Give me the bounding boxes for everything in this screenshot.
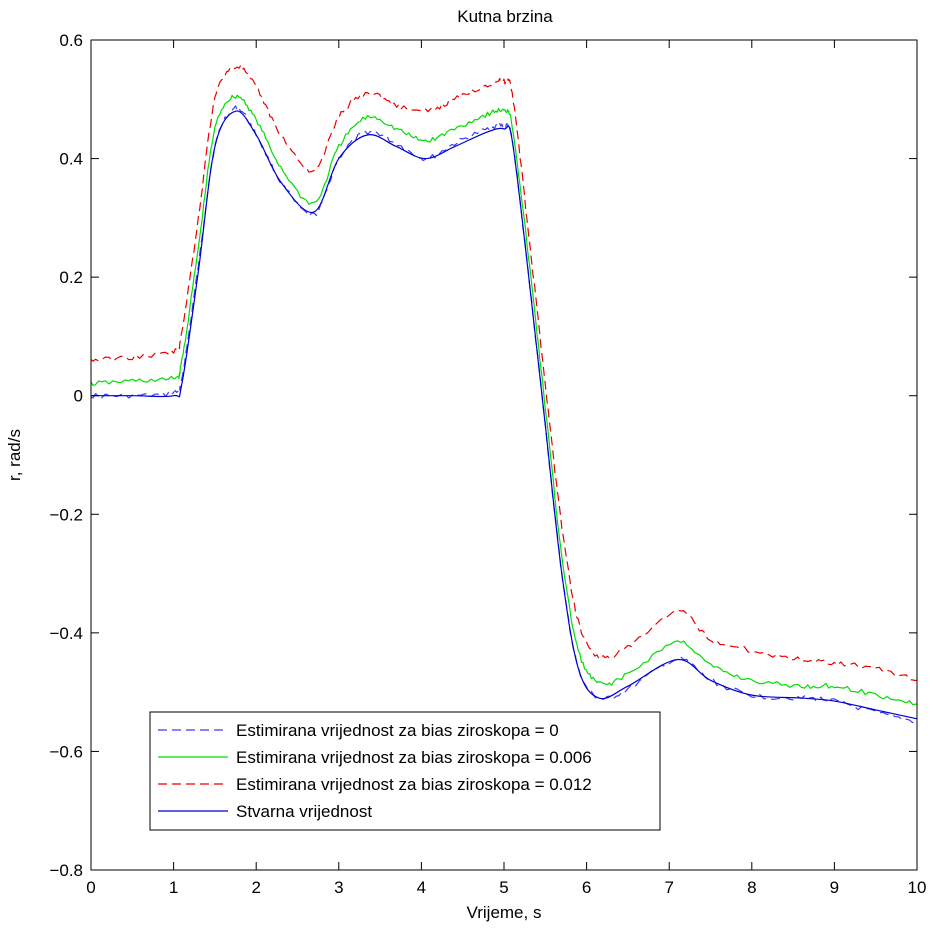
y-tick-label: 0: [74, 387, 83, 406]
x-tick-label: 3: [334, 878, 343, 897]
series-line-3: [90, 64, 918, 682]
x-tick-label: 7: [664, 878, 673, 897]
series-layer: [90, 64, 918, 724]
x-tick-label: 5: [499, 878, 508, 897]
chart-title: Kutna brzina: [457, 7, 553, 26]
x-axis-label: Vrijeme, s: [467, 903, 542, 922]
x-tick-label: 2: [251, 878, 260, 897]
y-axis: −0.8 −0.6 −0.4 −0.2 0 0.2 0.4 0.6: [49, 31, 917, 880]
legend-entry: Estimirana vrijednost za bias ziroskopa …: [236, 748, 592, 767]
x-tick-label: 6: [582, 878, 591, 897]
x-tick-label: 10: [908, 878, 927, 897]
y-tick-label: −0.4: [49, 624, 83, 643]
x-tick-label: 8: [747, 878, 756, 897]
legend-entry: Estimirana vrijednost za bias ziroskopa …: [236, 775, 592, 794]
y-tick-label: −0.8: [49, 861, 83, 880]
y-tick-label: 0.4: [59, 150, 83, 169]
x-tick-label: 9: [830, 878, 839, 897]
y-axis-label: r, rad/s: [5, 429, 24, 481]
x-axis: 0 1 2 3 4 5 6 7 8 9 10: [86, 40, 926, 897]
series-line-4: [91, 110, 918, 720]
y-tick-label: 0.6: [59, 31, 83, 50]
y-tick-label: −0.6: [49, 742, 83, 761]
legend-entry: Stvarna vrijednost: [236, 802, 372, 821]
series-line-2: [90, 94, 918, 705]
legend: Estimirana vrijednost za bias ziroskopa …: [149, 711, 661, 831]
x-tick-label: 1: [169, 878, 178, 897]
x-tick-label: 0: [86, 878, 95, 897]
y-tick-label: 0.2: [59, 268, 83, 287]
y-tick-label: −0.2: [49, 505, 83, 524]
series-line-1: [90, 105, 918, 724]
legend-box: [149, 711, 661, 831]
x-tick-label: 4: [417, 878, 426, 897]
legend-entry: Estimirana vrijednost za bias ziroskopa …: [236, 721, 559, 740]
